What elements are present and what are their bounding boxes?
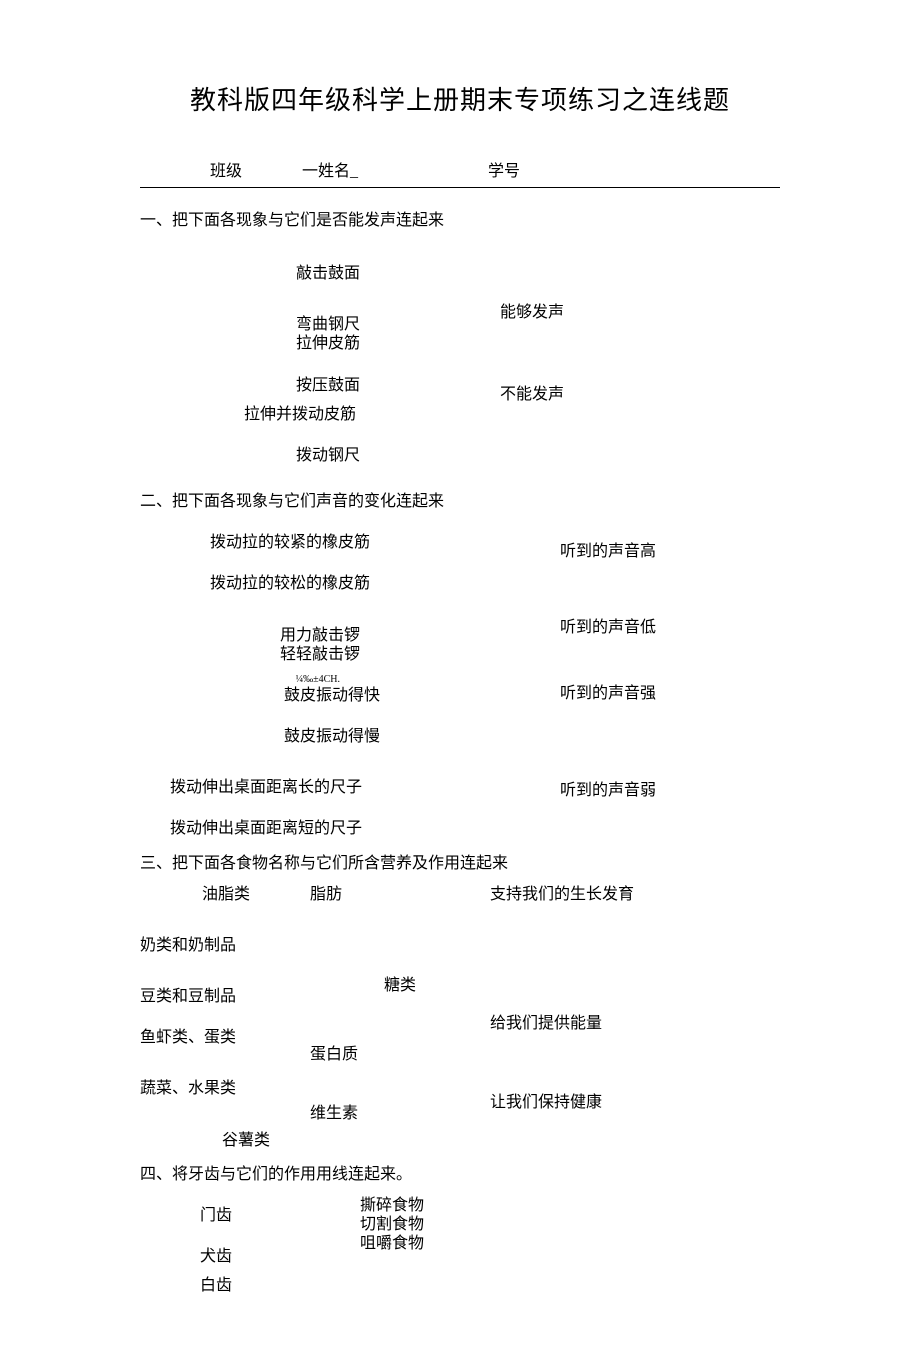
- list-item: 门齿: [200, 1206, 360, 1225]
- section-4-heading: 四、将牙齿与它们的作用用线连起来。: [140, 1160, 780, 1184]
- list-item: 支持我们的生长发育: [490, 885, 780, 904]
- list-item: 犬齿: [200, 1247, 360, 1266]
- list-item: 不能发声: [500, 385, 564, 404]
- list-item: 听到的声音低: [560, 618, 656, 637]
- student-info-row: 班级 一姓名_ 学号: [140, 157, 780, 188]
- list-item: 鱼虾类、蛋类: [140, 1028, 310, 1047]
- list-item: 拨动拉的较松的橡皮筋: [140, 574, 440, 593]
- list-item: 按压鼓面: [140, 376, 440, 395]
- section-3-heading: 三、把下面各食物名称与它们所含营养及作用连起来: [140, 849, 780, 873]
- list-item: 弯曲钢尺: [140, 315, 440, 334]
- list-item: 拉伸皮筋: [140, 334, 440, 353]
- section-2-heading: 二、把下面各现象与它们声音的变化连起来: [140, 487, 780, 511]
- name-field[interactable]: 一姓名_: [302, 157, 358, 181]
- list-item: 奶类和奶制品: [140, 936, 310, 955]
- list-item: 油脂类: [140, 885, 310, 904]
- list-item: 蔬菜、水果类: [140, 1079, 310, 1098]
- list-item: 敲击鼓面: [140, 264, 440, 283]
- list-item: 拨动钢尺: [140, 446, 440, 465]
- list-item: 听到的声音高: [560, 542, 656, 561]
- list-item: 咀嚼食物: [360, 1234, 560, 1253]
- list-item: 脂肪: [310, 885, 490, 904]
- list-item: 豆类和豆制品: [140, 987, 310, 1006]
- section-3-match: 油脂类 奶类和奶制品 豆类和豆制品 鱼虾类、蛋类 蔬菜、水果类 谷薯类 脂肪 糖…: [140, 885, 780, 1150]
- list-item: 给我们提供能量: [490, 1014, 780, 1033]
- list-item: 拨动拉的较紧的橡皮筋: [140, 533, 440, 552]
- class-field[interactable]: 班级: [210, 157, 242, 181]
- list-item: 白齿: [200, 1276, 360, 1295]
- list-item: 拉伸并拨动皮筋: [140, 405, 440, 424]
- list-item: 维生素: [310, 1104, 490, 1123]
- section-1-match: 敲击鼓面 弯曲钢尺 拉伸皮筋 按压鼓面 拉伸并拨动皮筋 拨动钢尺 能够发声 不能…: [140, 242, 780, 465]
- list-item: 听到的声音强: [560, 684, 656, 703]
- list-item: 糖类: [310, 976, 490, 995]
- section-1-heading: 一、把下面各现象与它们是否能发声连起来: [140, 206, 780, 230]
- list-item: 让我们保持健康: [490, 1093, 780, 1112]
- list-item: 蛋白质: [310, 1045, 490, 1064]
- worksheet-title: 教科版四年级科学上册期末专项练习之连线题: [140, 80, 780, 117]
- list-item: 拨动伸出桌面距离短的尺子: [140, 819, 440, 838]
- list-item: 鼓皮振动得快: [140, 686, 440, 705]
- list-item: 鼓皮振动得慢: [140, 727, 440, 746]
- list-item: 撕碎食物: [360, 1196, 560, 1215]
- student-id-field[interactable]: 学号: [488, 157, 520, 181]
- list-item: 能够发声: [500, 303, 564, 322]
- list-item: 听到的声音弱: [560, 781, 656, 800]
- list-item: 拨动伸出桌面距离长的尺子: [140, 778, 440, 797]
- list-item: 用力敲击锣: [140, 626, 440, 645]
- list-item: ¼‰±4CH.: [140, 674, 440, 686]
- list-item: 谷薯类: [140, 1131, 310, 1150]
- section-4-match: 门齿 犬齿 白齿 撕碎食物 切割食物 咀嚼食物: [140, 1196, 780, 1296]
- section-2-match: 拨动拉的较紧的橡皮筋 拨动拉的较松的橡皮筋 用力敲击锣 轻轻敲击锣 ¼‰±4CH…: [140, 523, 780, 839]
- list-item: 轻轻敲击锣: [140, 645, 440, 664]
- list-item: 切割食物: [360, 1215, 560, 1234]
